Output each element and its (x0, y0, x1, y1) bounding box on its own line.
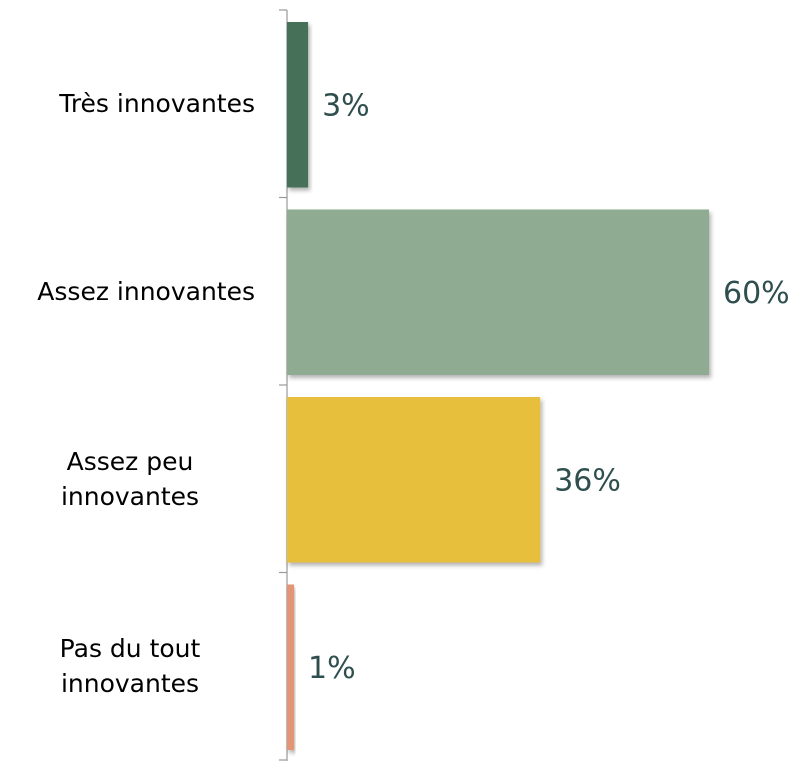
category-label-box: Très innovantes (59, 10, 255, 198)
bar (287, 22, 309, 188)
value-label: 60% (723, 276, 790, 311)
bar (287, 397, 541, 563)
category-label: Pas du tout innovantes (59, 634, 201, 699)
category-label-box: Pas du tout innovantes (5, 573, 255, 761)
value-label: 1% (308, 651, 356, 686)
category-label: Assez innovantes (37, 276, 255, 306)
value-label: 3% (322, 88, 370, 123)
category-label: Assez peu innovantes (60, 446, 200, 511)
category-label: Très innovantes (59, 89, 255, 119)
category-label-box: Assez innovantes (37, 198, 255, 386)
category-label-box: Assez peu innovantes (5, 385, 255, 573)
bar (287, 584, 295, 750)
bar (287, 209, 709, 375)
value-label: 36% (554, 463, 621, 498)
